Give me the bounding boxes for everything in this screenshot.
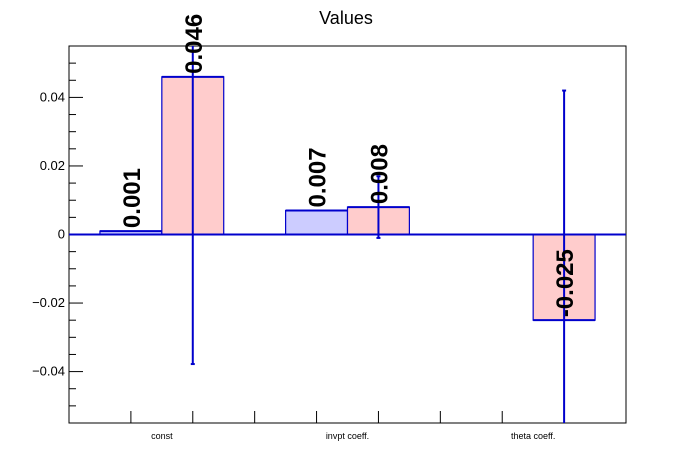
data-label: 0.001 [119,168,146,228]
y-tick-label: 0.04 [40,89,65,104]
bars [99,75,596,322]
y-tick-label: 0 [58,227,65,242]
x-category-label: invpt coeff. [326,431,369,441]
x-axis: const invpt coeff. theta coeff. [130,411,565,441]
data-labels: 0.001 0.046 0.007 0.008 -0.025 [119,14,579,317]
data-label: 0.008 [366,144,393,204]
y-tick-label: −0.02 [32,295,65,310]
error-bars [190,46,567,423]
data-label: -0.025 [552,249,579,317]
data-label: 0.046 [181,14,208,74]
y-tick-label: 0.02 [40,158,65,173]
data-label: 0.007 [305,147,332,207]
y-tick-label: −0.04 [32,364,65,379]
bar [285,209,349,236]
chart-title: Values [319,8,373,28]
x-category-label: theta coeff. [511,431,555,441]
x-category-label: const [151,431,173,441]
